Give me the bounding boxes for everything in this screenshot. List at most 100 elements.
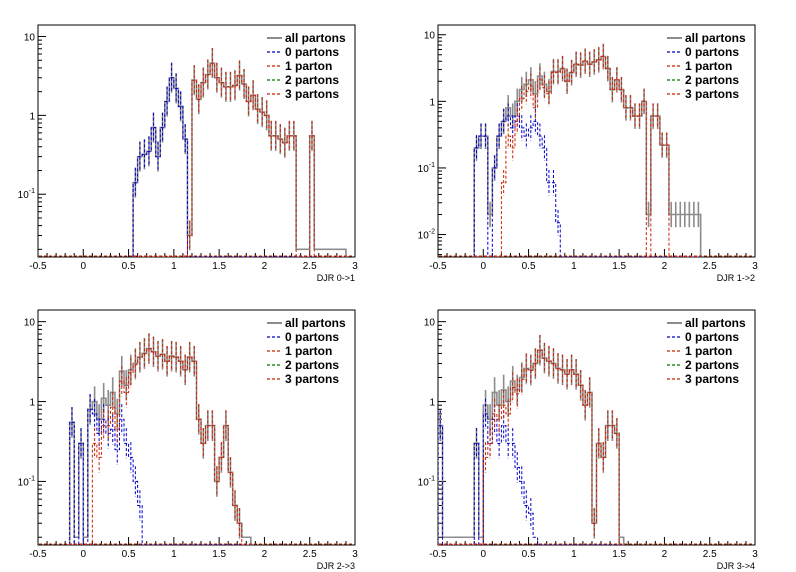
y-tick-label: 1 (29, 398, 35, 409)
series-1-parton (438, 334, 624, 545)
x-tick-label: -0.5 (429, 261, 447, 272)
y-tick-label: 10 (24, 318, 36, 329)
x-tick-label: 1.5 (212, 549, 226, 560)
legend-entry: all partons (285, 316, 346, 330)
legend-entry: 1 parton (285, 344, 332, 358)
series-all-partons (68, 333, 252, 545)
histogram-line-1-parton (69, 348, 251, 545)
x-tick-label: 0 (481, 261, 487, 272)
legend-entry: all partons (685, 31, 746, 45)
x-tick-label: 2 (662, 549, 668, 560)
x-tick-label: 2 (262, 261, 268, 272)
histogram-line-0-partons (69, 408, 251, 545)
x-tick-label: 2.5 (703, 549, 717, 560)
legend-entry: 2 partons (285, 358, 339, 372)
y-tick-exponent: -1 (429, 162, 435, 169)
histogram-group (438, 334, 754, 545)
y-tick-label: 10-2 (418, 229, 435, 242)
histogram-line-0-partons (132, 77, 346, 257)
histogram-group (439, 43, 754, 257)
x-tick-label: 3 (752, 261, 758, 272)
series-1-parton (133, 48, 346, 257)
x-axis-title: DJR 2->3 (317, 561, 355, 571)
legend-entry: 0 partons (685, 45, 739, 59)
x-tick-label: 3 (752, 549, 758, 560)
y-tick-exponent: -1 (429, 475, 435, 482)
legend-entry: 3 partons (685, 87, 739, 101)
y-tick-label: 1 (29, 111, 35, 122)
x-tick-label: 2.5 (303, 261, 317, 272)
x-axis-title: DJR 3->4 (717, 561, 755, 571)
x-tick-label: 1 (171, 549, 177, 560)
legend-entry: 3 partons (285, 372, 339, 386)
plot-frame (37, 309, 356, 546)
y-tick-label: 10 (24, 33, 36, 44)
x-tick-label: -0.5 (429, 549, 447, 560)
legend-entry: all partons (685, 316, 746, 330)
panel-3: -0.5 0 0.5 1 1.5 2 2.5 3 10 1 10-1 DJR 2->3 all part… (18, 309, 358, 571)
y-tick-label: 1 (429, 97, 435, 108)
y-tick-label: 10-1 (418, 162, 435, 175)
x-tick-label: 0.5 (122, 549, 136, 560)
x-tick-label: 0.5 (522, 261, 536, 272)
legend-entry: 0 partons (285, 45, 339, 59)
x-tick-label: 0.5 (122, 261, 136, 272)
x-tick-label: 1 (171, 261, 177, 272)
panel-2: -0.5 0 0.5 1 1.5 2 2.5 3 10 1 10-1 10-2 DJR 1->2 all … (418, 24, 758, 283)
histogram-group (39, 333, 354, 545)
y-tick-label: 1 (429, 398, 435, 409)
y-tick-exponent: -1 (29, 475, 35, 482)
series-1-parton (69, 333, 251, 545)
y-tick-exponent: -1 (29, 188, 35, 195)
legend-entry: 2 partons (285, 73, 339, 87)
legend-entry: 1 parton (685, 344, 732, 358)
x-tick-label: 1.5 (612, 261, 626, 272)
legend-entry: 1 parton (285, 59, 332, 73)
x-tick-label: 3 (352, 261, 358, 272)
y-tick-label: 10-1 (18, 188, 35, 201)
plot-frame (437, 24, 756, 258)
x-tick-label: 0 (81, 549, 87, 560)
plot-frame (37, 24, 356, 258)
legend-entry: 0 partons (285, 330, 339, 344)
legend-entry: 1 parton (685, 59, 732, 73)
histogram-line-1-parton (133, 62, 346, 257)
legend-entry: 2 partons (685, 358, 739, 372)
x-tick-label: 0 (481, 549, 487, 560)
y-tick-exponent: -2 (429, 229, 435, 236)
x-tick-label: 2.5 (703, 261, 717, 272)
legend-entry: all partons (285, 31, 346, 45)
x-tick-label: 2 (262, 549, 268, 560)
panel-4: -0.5 0 0.5 1 1.5 2 2.5 3 10 1 10-1 DJR 3->4 all part… (418, 309, 758, 571)
x-tick-label: 1.5 (612, 549, 626, 560)
y-tick-label: 10-1 (18, 475, 35, 488)
histogram-line-1-parton (474, 56, 701, 257)
y-tick-label: 10-1 (418, 475, 435, 488)
series-0-partons (132, 62, 346, 257)
y-tick-label: 10 (424, 318, 436, 329)
x-axis-title: DJR 0->1 (317, 273, 355, 283)
legend-entry: 3 partons (285, 87, 339, 101)
y-tick-label: 10 (424, 31, 436, 42)
histogram-line-1-parton (438, 349, 624, 545)
legend-entry: 3 partons (685, 372, 739, 386)
panel-1: -0.5 0 0.5 1 1.5 2 2.5 3 10 1 10-1 DJR 0->1 all part… (18, 24, 358, 283)
x-tick-label: 0 (81, 261, 87, 272)
x-tick-label: 3 (352, 549, 358, 560)
x-tick-label: 0.5 (522, 549, 536, 560)
legend-entry: 2 partons (685, 73, 739, 87)
x-tick-label: 2.5 (303, 549, 317, 560)
x-tick-label: 2 (662, 261, 668, 272)
histogram-group (39, 48, 354, 257)
x-tick-label: -0.5 (29, 549, 47, 560)
x-tick-label: 1.5 (212, 261, 226, 272)
x-axis-title: DJR 1->2 (717, 273, 755, 283)
x-tick-label: 1 (571, 549, 577, 560)
series-1-parton (474, 43, 701, 257)
x-tick-label: 1 (571, 261, 577, 272)
